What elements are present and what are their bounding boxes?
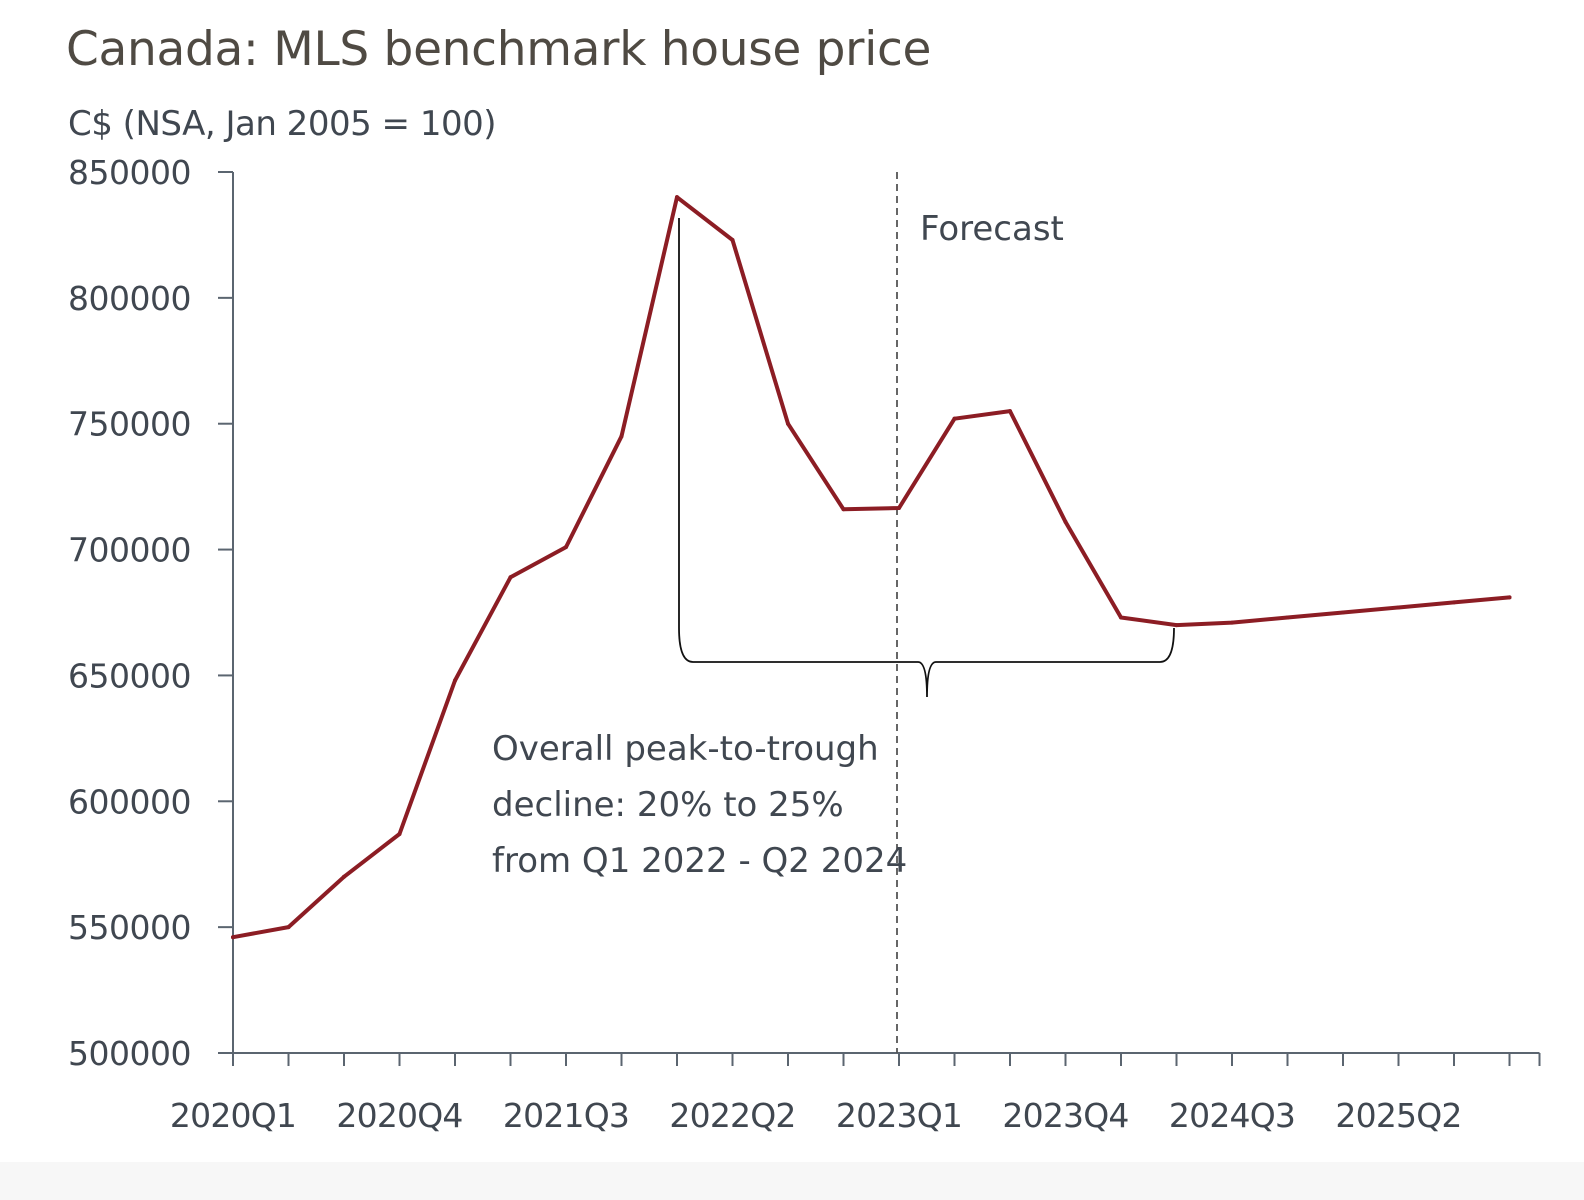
y-tick-label: 700000 — [68, 531, 191, 570]
y-tick-label: 500000 — [68, 1034, 191, 1073]
series-line — [231, 195, 1512, 940]
data-point — [897, 506, 901, 511]
y-tick-label: 850000 — [68, 153, 191, 192]
data-point — [1063, 519, 1068, 524]
data-point — [952, 416, 957, 421]
data-point — [453, 678, 457, 683]
data-point — [1230, 620, 1234, 625]
x-tick-label: 2020Q4 — [336, 1096, 462, 1135]
y-tick-label: 550000 — [68, 908, 191, 947]
data-point — [1174, 623, 1179, 628]
data-point — [508, 575, 513, 580]
data-point — [841, 507, 846, 512]
x-tick-label: 2022Q2 — [669, 1096, 795, 1135]
x-tick-label: 2025Q2 — [1335, 1096, 1461, 1135]
data-point — [730, 237, 735, 242]
x-tick-label: 2024Q3 — [1169, 1096, 1295, 1135]
data-point — [619, 434, 624, 439]
y-tick-label: 750000 — [68, 405, 191, 444]
data-point — [397, 832, 402, 837]
annotations: Forecast Overall peak-to-trough decline: 2… — [492, 172, 1175, 1053]
data-point — [1285, 615, 1290, 620]
series-layer — [231, 195, 1512, 940]
axes: 500000 550000 600000 650000 700000 750000 8000… — [68, 153, 1541, 1135]
data-point — [1119, 615, 1123, 620]
data-point — [231, 935, 235, 940]
annotation-text-line: from Q1 2022 - Q2 2024 — [492, 841, 907, 881]
bottom-band — [0, 1162, 1584, 1200]
data-point — [1507, 595, 1512, 600]
data-point — [675, 195, 679, 200]
y-tick-label: 650000 — [68, 656, 191, 695]
data-point — [1396, 605, 1401, 610]
y-axis-label: C$ (NSA, Jan 2005 = 100) — [68, 104, 496, 144]
data-point — [1452, 600, 1456, 605]
x-tick-label: 2023Q4 — [1002, 1096, 1128, 1135]
data-point — [564, 545, 568, 550]
y-tick-label: 600000 — [68, 782, 191, 821]
data-point — [1341, 610, 1345, 615]
x-tick-label: 2021Q3 — [503, 1096, 629, 1135]
x-tick-label: 2020Q1 — [170, 1096, 296, 1135]
data-point — [786, 421, 790, 426]
forecast-label: Forecast — [920, 209, 1064, 249]
chart-title: Canada: MLS benchmark house price — [66, 22, 932, 77]
y-tick-label: 800000 — [68, 279, 191, 318]
x-tick-label: 2023Q1 — [836, 1096, 962, 1135]
peak-to-trough-bracket — [678, 627, 1175, 698]
data-point — [1008, 409, 1012, 414]
data-point — [342, 874, 346, 879]
data-point — [286, 925, 291, 930]
annotation-text-line: decline: 20% to 25% — [492, 785, 844, 825]
annotation-text-line: Overall peak-to-trough — [492, 729, 879, 769]
